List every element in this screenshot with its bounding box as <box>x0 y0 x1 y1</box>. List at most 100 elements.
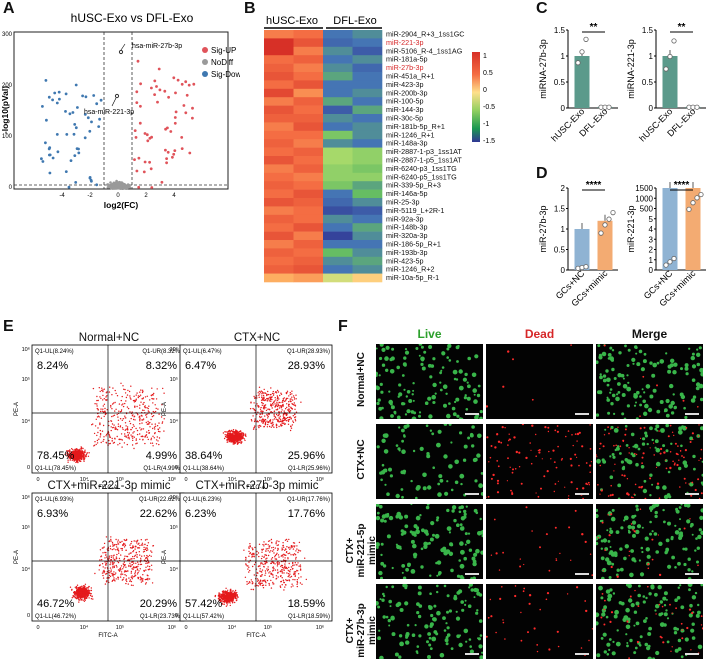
flow-event <box>132 547 133 548</box>
heatmap-cell <box>294 181 324 190</box>
flow-event <box>138 570 139 571</box>
flow-event <box>147 423 148 424</box>
flow-event <box>287 417 288 418</box>
flow-event <box>96 396 97 397</box>
flow-event <box>240 435 241 436</box>
bar-ylabel: miRNA-27b-3p <box>538 39 548 99</box>
flow-event <box>262 419 263 420</box>
live-cell <box>401 449 406 454</box>
volcano-legend-dot <box>202 59 208 65</box>
flow-event <box>258 582 259 583</box>
flow-event <box>232 602 233 603</box>
flow-event <box>286 551 287 552</box>
volcano-point-up <box>136 170 139 173</box>
flow-event <box>148 411 149 412</box>
live-cell <box>635 463 639 467</box>
flow-event <box>300 564 301 565</box>
live-cell <box>429 375 432 378</box>
live-cell <box>446 356 449 359</box>
flow-event <box>142 580 143 581</box>
heatmap-cell <box>294 173 324 182</box>
live-cell <box>621 374 625 378</box>
flow-event <box>80 448 81 449</box>
dead-cell <box>494 446 496 448</box>
flow-event <box>79 451 80 452</box>
flow-event <box>109 391 110 392</box>
heatmap-cell <box>323 190 353 199</box>
flow-event <box>261 575 262 576</box>
flow-event <box>126 581 127 582</box>
flow-event <box>127 429 128 430</box>
dead-cell <box>644 427 646 429</box>
heatmap-cell <box>294 80 324 89</box>
flow-event <box>234 443 235 444</box>
live-cell <box>621 412 624 415</box>
flow-event <box>241 442 242 443</box>
dead-cell <box>510 490 512 492</box>
flow-event <box>284 397 285 398</box>
flow-event <box>270 411 271 412</box>
flow-event <box>283 580 284 581</box>
dead-cell <box>574 454 576 456</box>
volcano-point-up <box>135 136 138 139</box>
live-cell <box>384 484 386 486</box>
flow-event <box>278 544 279 545</box>
flow-event <box>267 391 268 392</box>
dead-cell <box>608 495 610 497</box>
flow-event <box>109 435 110 436</box>
flow-event <box>269 545 270 546</box>
volcano-point-down <box>64 110 67 113</box>
flow-event <box>256 403 257 404</box>
flow-event <box>273 552 274 553</box>
dead-cell <box>531 425 533 427</box>
live-cell <box>670 443 672 445</box>
live-cell <box>597 344 600 347</box>
dead-cell <box>532 399 534 401</box>
flow-event <box>139 545 140 546</box>
live-cell <box>627 404 630 407</box>
flow-event <box>275 543 276 544</box>
live-cell <box>444 424 448 426</box>
flow-event <box>263 587 264 588</box>
dead-cell <box>674 464 676 466</box>
dead-cell <box>697 406 699 408</box>
flow-event <box>125 400 126 401</box>
flow-event <box>152 443 153 444</box>
volcano-point-up <box>138 157 141 160</box>
heatmap-cell <box>323 55 353 64</box>
live-cell <box>649 395 653 399</box>
dead-cell <box>576 488 578 490</box>
flow-event <box>106 581 107 582</box>
flow-event <box>93 445 94 446</box>
flow-event <box>265 585 266 586</box>
dead-cell <box>586 462 588 464</box>
live-cell <box>464 396 467 399</box>
flow-event <box>262 544 263 545</box>
flow-event <box>253 402 254 403</box>
flow-event <box>295 395 296 396</box>
flow-event <box>261 583 262 584</box>
fluor-image <box>376 424 483 499</box>
live-cell <box>391 348 394 351</box>
flow-event <box>230 592 231 593</box>
flow-q-ur: 22.62% <box>140 508 178 520</box>
heatmap-cell <box>323 30 353 39</box>
volcano-point-down <box>73 123 76 126</box>
scale-bar <box>465 413 479 415</box>
flow-event <box>90 593 91 594</box>
live-cell <box>599 376 603 380</box>
flow-event <box>273 577 274 578</box>
flow-event <box>269 426 270 427</box>
volcano-point-down <box>76 106 79 109</box>
flow-event <box>265 563 266 564</box>
live-cell <box>382 364 385 367</box>
flow-event <box>270 420 271 421</box>
heatmap-cell <box>294 114 324 123</box>
flow-event <box>146 557 147 558</box>
flow-event <box>110 567 111 568</box>
dead-cell <box>589 471 591 473</box>
flow-event <box>145 539 146 540</box>
flow-event <box>111 555 112 556</box>
flow-event <box>294 414 295 415</box>
flow-event <box>283 417 284 418</box>
